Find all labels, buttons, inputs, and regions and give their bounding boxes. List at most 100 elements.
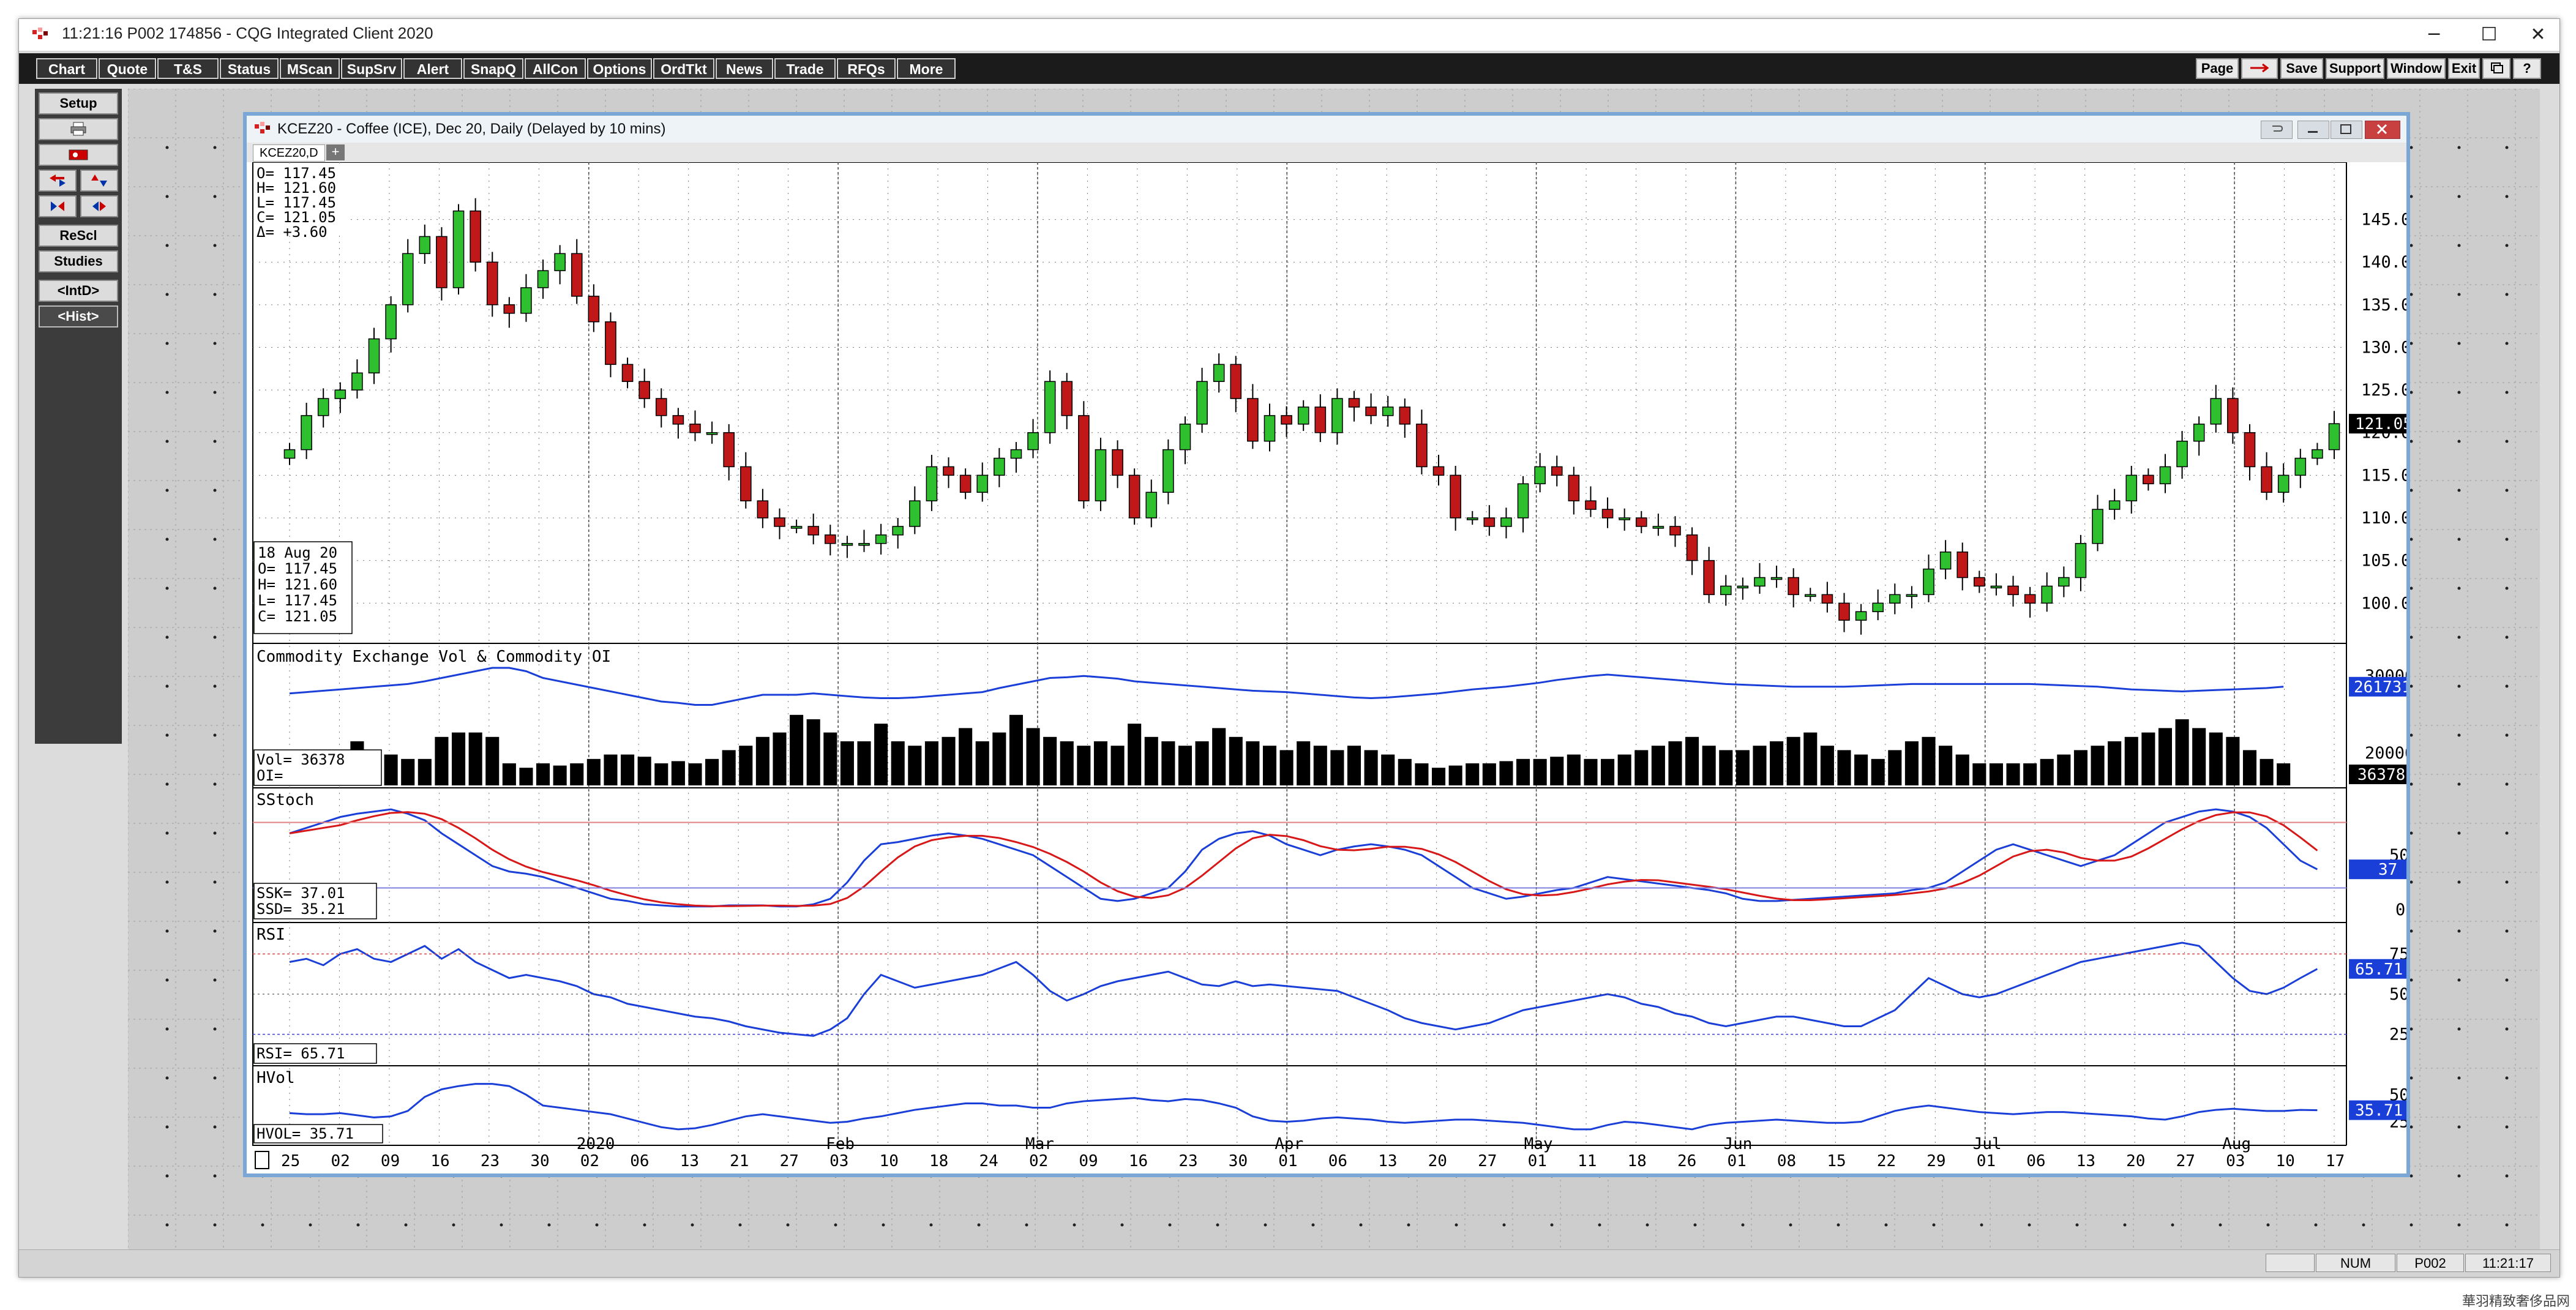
candle-body [807, 526, 820, 536]
color-button[interactable] [39, 144, 118, 166]
price-tick-label: 130.00 [2361, 338, 2406, 357]
volume-bar [739, 746, 753, 785]
volume-last-label: 36378 [2357, 766, 2405, 784]
volume-bar [2141, 732, 2155, 785]
link-button[interactable] [2261, 121, 2293, 139]
setup-button[interactable]: Setup [39, 92, 118, 114]
toolbar-supsrv-button[interactable]: SupSrv [341, 58, 402, 79]
candle-body [554, 253, 566, 271]
stoch-ssd-line [289, 811, 2318, 907]
toolbar-restore-button[interactable] [2482, 58, 2510, 79]
volume-bar [1803, 732, 1818, 785]
toolbar-chart-button[interactable]: Chart [36, 58, 97, 79]
volume-bar [908, 746, 922, 785]
toolbar-options-button[interactable]: Options [587, 58, 652, 79]
chart-close-button[interactable] [2365, 121, 2400, 139]
toolbar-window-button[interactable]: Window [2387, 58, 2446, 79]
toolbar-news-button[interactable]: News [716, 58, 773, 79]
toolbar-more-button[interactable]: More [897, 58, 956, 79]
toolbar-quote-button[interactable]: Quote [99, 58, 156, 79]
candle-body [470, 210, 481, 263]
volume-bar [1279, 750, 1294, 785]
historical-button[interactable]: <Hist> [39, 305, 118, 328]
volume-bar [705, 758, 719, 785]
candle-body [926, 466, 938, 501]
candle-body [1365, 406, 1377, 416]
volume-bar [1550, 757, 1564, 785]
candle-body [2244, 432, 2256, 468]
rsi-study-title: RSI [256, 926, 285, 944]
candle-body [621, 364, 634, 382]
candle-body [1652, 526, 1664, 529]
chart-tab[interactable]: KCEZ20,D [253, 144, 325, 162]
close-button[interactable]: ✕ [2530, 24, 2546, 45]
volume-bar [1060, 741, 1074, 785]
volume-bar [1161, 741, 1175, 785]
toolbar-ts-button[interactable]: T&S [157, 58, 219, 79]
intraday-button[interactable]: <IntD> [39, 280, 118, 302]
price-tick-label: 125.00 [2361, 381, 2406, 400]
toolbar-page-button[interactable]: Page [2196, 58, 2239, 79]
candle-body [2277, 474, 2290, 493]
chart-area[interactable]: 25 02 09 16 23 30 02 06 13 21 27 03 10 18 24 02 09 16 23 30… [247, 162, 2406, 1173]
hvol-last-marker [2349, 1100, 2406, 1120]
print-button[interactable] [39, 118, 118, 140]
toolbar-trade-button[interactable]: Trade [774, 58, 836, 79]
x-tick-label: 23 [1178, 1152, 1197, 1170]
rescale-button[interactable]: ReScl [39, 225, 118, 247]
candle-body [1568, 474, 1580, 501]
toolbar-exit-button[interactable]: Exit [2448, 58, 2480, 79]
chart-maximize-button[interactable] [2331, 121, 2362, 139]
studies-button[interactable]: Studies [39, 250, 118, 272]
minimize-button[interactable]: ─ [2428, 24, 2440, 45]
volume-bar [1009, 714, 1023, 785]
toolbar-rfqs-button[interactable]: RFQs [837, 58, 896, 79]
ohlc-readout-line: L= 117.45 [256, 194, 336, 211]
chart-minimize-button[interactable] [2297, 121, 2329, 139]
volume-bar [1719, 750, 1733, 785]
candle-body [892, 526, 904, 536]
toolbar-alert-button[interactable]: Alert [403, 58, 462, 79]
toolbar-ordtkt-button[interactable]: OrdTkt [653, 58, 714, 79]
candle-body [672, 415, 684, 425]
candle-body [943, 466, 954, 476]
toolbar-status-button[interactable]: Status [220, 58, 279, 79]
candle-body [1889, 594, 1901, 604]
x-tick-label: 01 [1727, 1152, 1746, 1170]
candle-body [1686, 534, 1698, 561]
maximize-button[interactable]: ☐ [2481, 24, 2498, 45]
scroll-right-button[interactable] [80, 170, 118, 192]
toolbar-support-button[interactable]: Support [2326, 58, 2384, 79]
ohlc-readout-line: Δ= +3.60 [256, 223, 328, 241]
candle-body [1939, 551, 1952, 570]
volume-bar [1026, 728, 1040, 785]
candle-body [1281, 415, 1292, 425]
toolbar-link-button[interactable] [2241, 58, 2278, 79]
toolbar-snapq-button[interactable]: SnapQ [463, 58, 523, 79]
toolbar-help-button[interactable]: ? [2513, 58, 2541, 79]
toolbar-mscan-button[interactable]: MScan [280, 58, 340, 79]
candle-body [1855, 611, 1867, 621]
volume-bar [1347, 746, 1361, 785]
volume-bar [1904, 741, 1919, 785]
rsi-last-label: 65.71 [2355, 960, 2403, 979]
candle-body [1061, 381, 1073, 416]
volume-bar [1466, 763, 1480, 785]
month-label: Mar [1025, 1135, 1054, 1153]
candle-body [1754, 577, 1765, 587]
toolbar-allcon-button[interactable]: AllCon [525, 58, 586, 79]
volume-study-title: Commodity Exchange Vol & Commodity OI [256, 648, 611, 666]
candle-body [2024, 594, 2036, 604]
zoom-out-button[interactable] [80, 195, 118, 217]
scroll-left-button[interactable] [39, 170, 77, 192]
oi-last-label: 261731 [2354, 678, 2406, 697]
expand-icon [92, 201, 106, 211]
toolbar-save-button[interactable]: Save [2280, 58, 2323, 79]
price-tick-label: 105.00 [2361, 552, 2406, 571]
zoom-in-button[interactable] [39, 195, 77, 217]
add-tab-button[interactable]: + [326, 144, 345, 160]
time-scroll-handle[interactable] [255, 1151, 269, 1169]
chart-title: KCEZ20 - Coffee (ICE), Dec 20, Daily (De… [277, 121, 666, 137]
volume-bar [1651, 746, 1665, 785]
x-tick-label: 26 [1677, 1152, 1696, 1170]
